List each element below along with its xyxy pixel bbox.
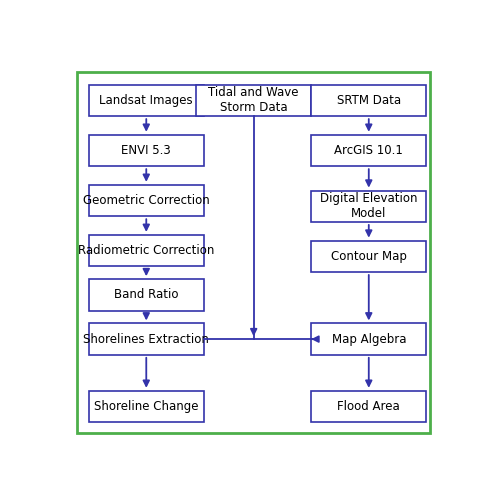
Bar bbox=[89, 184, 204, 216]
Text: Digital Elevation
Model: Digital Elevation Model bbox=[320, 192, 417, 220]
Text: ENVI 5.3: ENVI 5.3 bbox=[121, 144, 171, 157]
Bar bbox=[311, 240, 426, 272]
Bar bbox=[311, 84, 426, 116]
Bar bbox=[89, 390, 204, 422]
Text: Map Algebra: Map Algebra bbox=[332, 332, 406, 345]
Bar bbox=[311, 390, 426, 422]
Text: Flood Area: Flood Area bbox=[338, 400, 400, 413]
Text: Shoreline Change: Shoreline Change bbox=[94, 400, 198, 413]
Text: Radiometric Correction: Radiometric Correction bbox=[78, 244, 214, 257]
Text: Contour Map: Contour Map bbox=[331, 250, 407, 263]
Bar bbox=[89, 84, 204, 116]
Bar bbox=[311, 324, 426, 355]
Bar bbox=[89, 134, 204, 166]
Text: Tidal and Wave
Storm Data: Tidal and Wave Storm Data bbox=[208, 86, 299, 115]
Text: Shorelines Extraction: Shorelines Extraction bbox=[83, 332, 209, 345]
Text: SRTM Data: SRTM Data bbox=[337, 94, 401, 107]
Bar bbox=[196, 84, 311, 116]
Text: Band Ratio: Band Ratio bbox=[114, 288, 179, 302]
Text: ArcGIS 10.1: ArcGIS 10.1 bbox=[334, 144, 403, 157]
Bar bbox=[89, 235, 204, 266]
Bar bbox=[311, 134, 426, 166]
Bar bbox=[89, 279, 204, 310]
Bar bbox=[89, 324, 204, 355]
Bar bbox=[311, 190, 426, 222]
Text: Geometric Correction: Geometric Correction bbox=[83, 194, 210, 207]
Text: Landsat Images: Landsat Images bbox=[99, 94, 193, 107]
